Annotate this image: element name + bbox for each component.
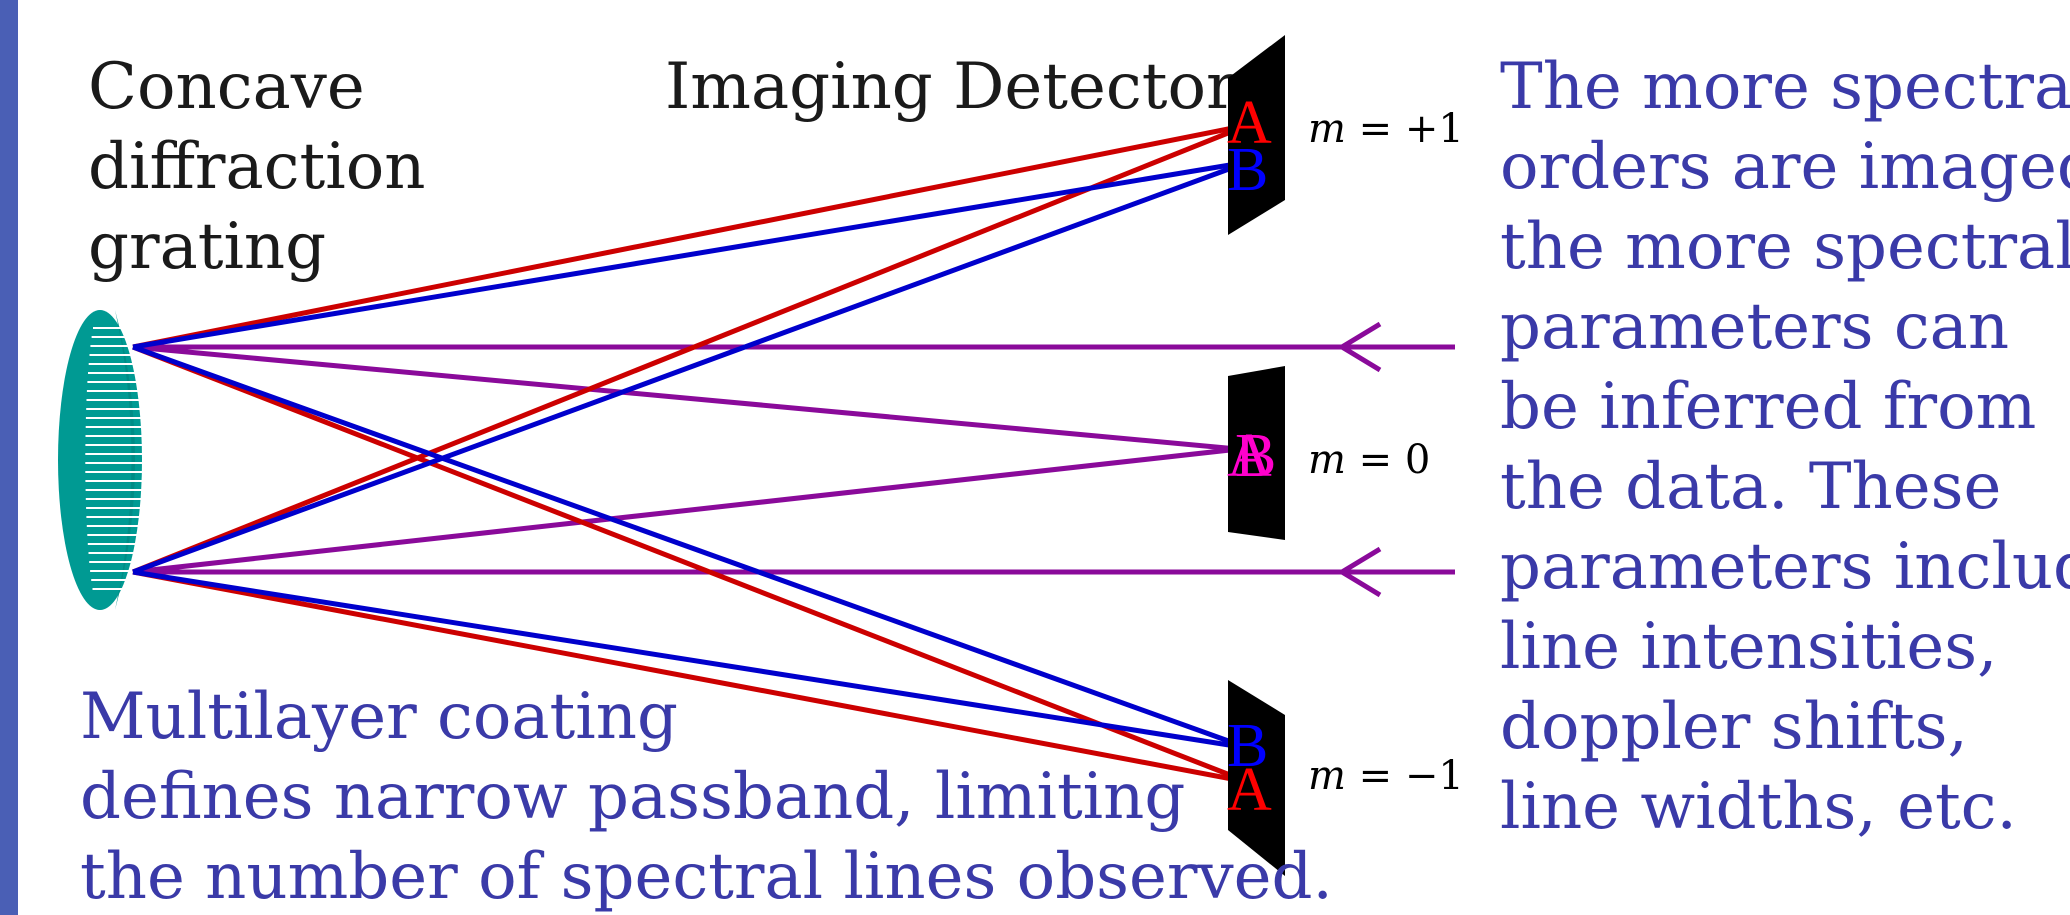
order-label-zero: m = 0 <box>1308 437 1430 483</box>
ray-a-lower-minus <box>132 569 1249 785</box>
explanation-line-1: The more spectral <box>1500 50 2070 124</box>
label-b-plus: B <box>1227 136 1268 204</box>
grating-label-line-3: grating <box>88 210 326 284</box>
ray-b-lower-plus <box>132 159 1249 575</box>
explanation-line-2: orders are imaged, <box>1500 130 2070 204</box>
zero-ray-from-lower <box>132 445 1249 575</box>
explanation-line-7: parameters include <box>1500 530 2070 604</box>
label-a-zero: A <box>1227 422 1272 490</box>
order-plus-m: m <box>1308 106 1346 152</box>
zero-order-rays <box>132 344 1249 575</box>
label-b-zero: B <box>1235 422 1276 490</box>
detector-minus-one <box>1228 680 1285 876</box>
ray-b-upper-minus <box>132 344 1249 751</box>
ray-a-upper-plus <box>132 122 1249 350</box>
label-a-plus: A <box>1227 89 1272 157</box>
order-label-plus-one: m = +1 <box>1308 106 1464 152</box>
detectors-label: Imaging Detectors <box>665 50 1269 124</box>
coating-label-line-1: Multilayer coating <box>80 680 678 754</box>
line-a-rays <box>132 122 1249 785</box>
grating-ruling-lines <box>85 327 145 590</box>
ray-b-upper-plus <box>132 159 1249 350</box>
ray-a-upper-minus <box>132 344 1249 785</box>
order-plus-eq: = +1 <box>1346 106 1464 152</box>
ray-a-lower-plus <box>132 122 1249 575</box>
incident-arrow-upper <box>1337 321 1382 373</box>
explanation-line-4: parameters can <box>1500 290 2009 364</box>
explanation-line-9: doppler shifts, <box>1500 690 1968 764</box>
explanation-text: The more spectral orders are imaged, the… <box>1500 50 2070 844</box>
concave-grating <box>58 310 145 610</box>
line-b-rays <box>132 159 1249 751</box>
coating-label-line-3: the number of spectral lines observed. <box>80 840 1333 914</box>
label-a-minus: A <box>1227 756 1272 824</box>
explanation-line-6: the data. These <box>1500 450 2001 524</box>
order-zero-m: m <box>1308 437 1346 483</box>
grating-label-line-2: diffraction <box>88 130 425 204</box>
ray-b-lower-minus <box>132 569 1249 751</box>
left-accent-bar <box>0 0 18 915</box>
incident-arrow-lower <box>1337 546 1382 598</box>
detector-zero <box>1228 366 1285 540</box>
explanation-line-3: the more spectral <box>1500 210 2070 284</box>
explanation-line-8: line intensities, <box>1500 610 1997 684</box>
zero-ray-from-upper <box>132 344 1249 453</box>
label-b-minus: B <box>1227 712 1268 780</box>
explanation-line-5: be inferred from <box>1500 370 2036 444</box>
order-minus-m: m <box>1308 753 1346 799</box>
order-zero-eq: = 0 <box>1346 437 1430 483</box>
coating-label-line-2: defines narrow passband, limiting <box>80 760 1185 834</box>
incident-rays <box>133 321 1455 598</box>
explanation-line-10: line widths, etc. <box>1500 770 2017 844</box>
detector-plus-one <box>1228 35 1285 235</box>
order-label-minus-one: m = −1 <box>1308 753 1464 799</box>
grating-label-line-1: Concave <box>88 50 365 124</box>
order-minus-eq: = −1 <box>1346 753 1464 799</box>
